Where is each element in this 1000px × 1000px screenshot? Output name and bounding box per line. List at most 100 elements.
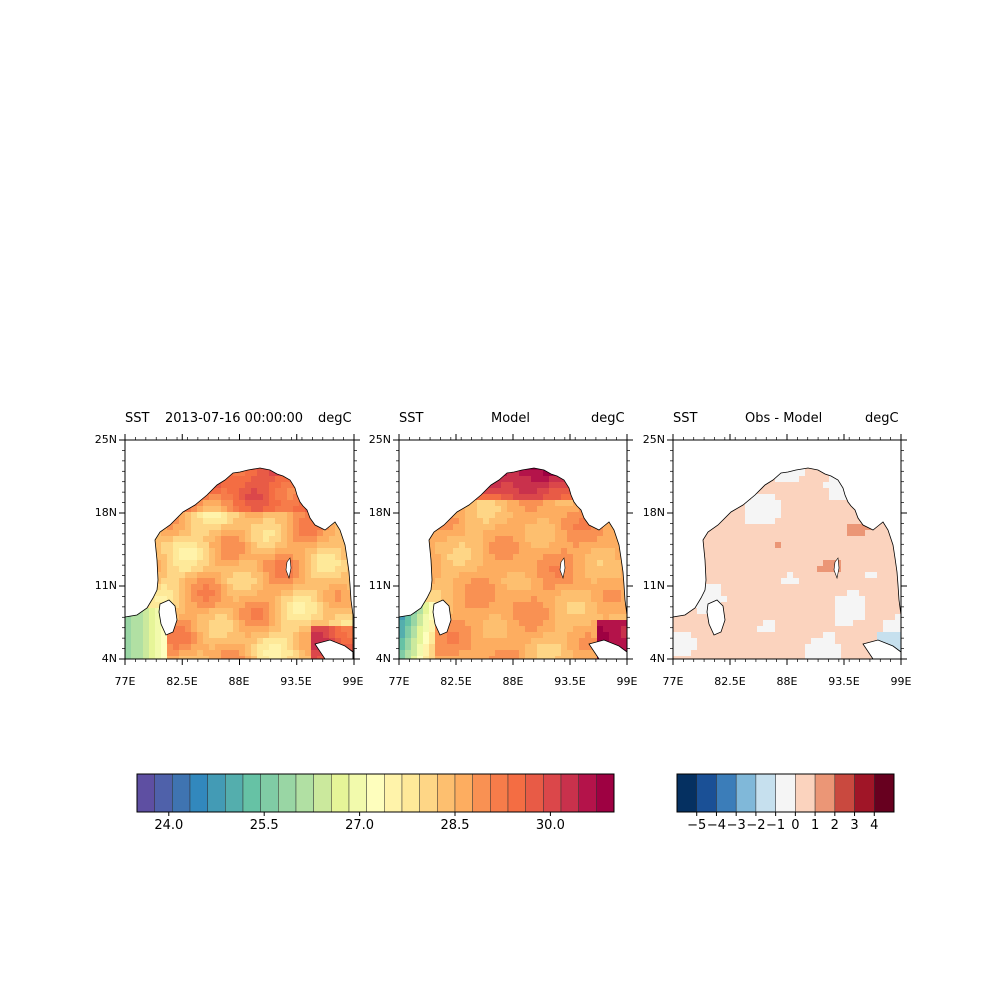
field-cell — [877, 524, 884, 531]
field-cell — [799, 554, 806, 561]
field-cell — [161, 554, 168, 561]
field-cell — [883, 626, 890, 633]
field-cell — [727, 512, 734, 519]
field-cell — [233, 488, 240, 495]
field-cell — [323, 536, 330, 543]
field-cell — [323, 572, 330, 579]
field-cell — [621, 608, 627, 615]
field-cell — [841, 638, 848, 645]
field-cell — [787, 590, 794, 597]
field-cell — [835, 494, 842, 501]
field-cell — [311, 626, 318, 633]
field-cell — [341, 560, 348, 567]
field-cell — [703, 650, 710, 657]
field-cell — [709, 596, 716, 603]
field-cell — [299, 548, 306, 555]
field-cell — [835, 650, 842, 657]
field-cell — [537, 506, 544, 513]
field-cell — [561, 524, 568, 531]
field-cell — [597, 554, 604, 561]
field-cell — [507, 620, 514, 627]
field-cell — [889, 584, 896, 591]
field-cell — [287, 608, 294, 615]
field-cell — [329, 536, 336, 543]
field-cell — [143, 608, 150, 615]
field-cell — [215, 590, 222, 597]
field-cell — [329, 608, 336, 615]
colorbar-tick-label: −4 — [706, 818, 727, 833]
field-cell — [215, 524, 222, 531]
field-cell — [555, 584, 562, 591]
field-cell — [775, 608, 782, 615]
field-cell — [519, 530, 526, 537]
field-cell — [591, 548, 598, 555]
lon-tick-label: 77E — [114, 675, 136, 688]
field-cell — [173, 602, 180, 609]
field-cell — [495, 650, 502, 657]
field-cell — [275, 590, 282, 597]
field-cell — [299, 656, 306, 659]
field-cell — [549, 476, 556, 483]
field-cell — [335, 602, 342, 609]
field-cell — [245, 482, 252, 489]
field-cell — [477, 590, 484, 597]
field-cell — [847, 554, 854, 561]
field-cell — [739, 518, 746, 525]
field-cell — [257, 548, 264, 555]
field-cell — [561, 536, 568, 543]
field-cell — [763, 560, 770, 567]
field-cell — [531, 620, 538, 627]
field-cell — [167, 542, 174, 549]
field-cell — [751, 620, 758, 627]
colorbar-swatch — [172, 773, 191, 813]
field-cell — [579, 602, 586, 609]
field-cell — [865, 530, 872, 537]
field-cell — [495, 524, 502, 531]
field-cell — [257, 530, 264, 537]
field-cell — [173, 596, 180, 603]
field-cell — [495, 602, 502, 609]
field-cell — [299, 644, 306, 651]
field-cell — [489, 512, 496, 519]
field-cell — [489, 590, 496, 597]
field-cell — [817, 482, 824, 489]
field-cell — [841, 656, 848, 659]
colorbar-tick-label: 2 — [830, 818, 839, 833]
field-cell — [501, 608, 508, 615]
field-cell — [883, 566, 890, 573]
field-cell — [817, 470, 824, 477]
field-cell — [155, 614, 162, 621]
field-cell — [603, 530, 610, 537]
field-cell — [549, 548, 556, 555]
field-cell — [751, 494, 758, 501]
field-cell — [423, 614, 430, 621]
field-cell — [537, 590, 544, 597]
field-cell — [549, 506, 556, 513]
field-cell — [317, 602, 324, 609]
field-cell — [787, 656, 794, 659]
field-cell — [305, 542, 312, 549]
field-cell — [685, 632, 692, 639]
field-cell — [555, 542, 562, 549]
field-cell — [751, 632, 758, 639]
field-cell — [203, 494, 210, 501]
field-cell — [691, 656, 698, 659]
field-cell — [215, 518, 222, 525]
field-cell — [227, 596, 234, 603]
field-cell — [441, 566, 448, 573]
field-cell — [841, 530, 848, 537]
field-cell — [847, 512, 854, 519]
field-cell — [263, 536, 270, 543]
field-cell — [137, 614, 144, 621]
field-cell — [245, 542, 252, 549]
field-cell — [555, 494, 562, 501]
field-cell — [823, 602, 830, 609]
field-cell — [537, 476, 544, 483]
field-cell — [739, 560, 746, 567]
field-cell — [447, 596, 454, 603]
field-cell — [609, 566, 616, 573]
field-cell — [603, 632, 610, 639]
field-cell — [721, 542, 728, 549]
field-cell — [477, 554, 484, 561]
field-cell — [299, 530, 306, 537]
